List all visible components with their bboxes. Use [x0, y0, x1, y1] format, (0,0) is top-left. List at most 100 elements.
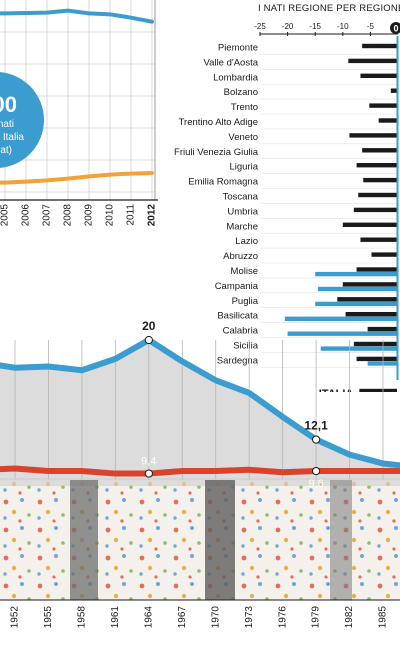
region-bar-black [360, 237, 397, 242]
annotation-marker [144, 335, 153, 345]
region-label: Campania [215, 281, 259, 292]
region-bar-black [362, 43, 397, 49]
region-bar-blue [315, 301, 397, 307]
region-label: Liguria [229, 162, 258, 173]
region-bar-black [362, 148, 397, 153]
region-label: Bolzano [224, 87, 258, 98]
year-tick-label: 1958 [77, 606, 88, 629]
zero-tick-marker [390, 22, 400, 34]
region-label: Lazio [235, 236, 258, 247]
italia-label: ITALIA [319, 388, 354, 392]
region-bar-black [360, 73, 397, 78]
region-bar-blue [320, 346, 397, 351]
badge-line-3: at) [0, 145, 12, 156]
year-tick-label: 1964 [143, 606, 154, 629]
region-bar-black [367, 326, 397, 332]
region-bar-blue [367, 361, 397, 366]
region-label: Trentino Alto Adige [179, 117, 258, 128]
region-label: Valle d'Aosta [204, 57, 259, 68]
badge-line-0: 00 [0, 92, 17, 117]
x-tick-label: 2010 [105, 204, 116, 227]
region-bar-black [356, 163, 397, 168]
year-tick-label: 1961 [110, 606, 121, 629]
badge-line-2: Italia [3, 132, 25, 143]
region-label: Calabria [223, 326, 259, 337]
region-bar-black [349, 133, 397, 138]
total-births-badge: 00 nati Italia at) [0, 72, 44, 168]
annotation-marker [144, 469, 153, 478]
region-label: Molise [231, 266, 258, 277]
regions-x-axis: -25 -20 -15 -10 -5 0 [254, 22, 400, 36]
death-rate-line [0, 465, 400, 477]
regions-rows: Piemonte Valle d'Aosta Lombardia Bolzano Tre… [174, 36, 399, 380]
x-tick-label: -10 [337, 22, 349, 31]
x-tick-label: -20 [282, 22, 294, 31]
region-label: Sardegna [217, 355, 259, 366]
year-tick-label: 1955 [43, 606, 54, 629]
series-line-1 [0, 171, 154, 185]
birth-rate-line [0, 337, 400, 469]
x-tick-label: -15 [309, 22, 321, 31]
x-tick-label: -25 [254, 22, 266, 31]
chart-series [0, 8, 154, 185]
regions-bar-chart: I NATI REGIONE PER REGIONE -25 -20 -15 -10-… [174, 3, 400, 392]
region-label: Umbria [227, 206, 258, 217]
year-tick-label: 1967 [177, 606, 188, 629]
region-label: Piemonte [218, 43, 258, 54]
region-bar-black [342, 282, 397, 287]
region-label: Sicilia [233, 341, 259, 352]
year-tick-label: 1985 [378, 606, 389, 629]
italia-total: ITALIA [319, 388, 397, 392]
badge-circle [0, 72, 44, 168]
region-bar-black [358, 192, 397, 198]
annotation-label: 20 [142, 319, 156, 333]
x-tick-label: 2009 [84, 204, 95, 227]
annotation-marker [311, 466, 321, 476]
series-line-0 [0, 8, 154, 24]
rate-series [0, 337, 400, 477]
x-tick-label: 2006 [21, 204, 32, 227]
x-axis-ticks: 2005 2006 2007 2008 2009 2010 2011 2012 [0, 204, 158, 227]
regions-chart-title: I NATI REGIONE PER REGIONE [258, 3, 400, 14]
x-tick-label: 2011 [126, 204, 137, 226]
year-tick-label: 1952 [10, 606, 21, 629]
year-tick-label: 1982 [344, 606, 355, 629]
x-tick-label: 2007 [42, 204, 53, 227]
region-bar-black [348, 58, 397, 64]
annotation-marker [311, 435, 321, 444]
region-label: Marche [226, 221, 258, 232]
x-tick-label: 0 [393, 24, 398, 34]
region-bar-black [337, 297, 397, 302]
region-bar-black [353, 207, 397, 213]
region-label: Trento [231, 102, 258, 113]
annotation-label: 9,6 [308, 478, 323, 490]
x-tick-label: 2012 [147, 204, 158, 227]
region-bar-black [356, 267, 397, 272]
badge-line-1: nati [0, 119, 14, 130]
region-bar-black [369, 103, 397, 108]
x-tick-label: 2005 [0, 204, 11, 227]
fabric-photo [0, 478, 400, 600]
region-label: Emilia Romagna [188, 177, 258, 188]
region-bar-black [353, 341, 397, 347]
rate-annotations: 20 12,1 9,4 9,6 [141, 319, 328, 490]
region-bar-black [363, 177, 397, 183]
region-bar-black [345, 312, 397, 317]
x-tick-label: -5 [367, 22, 375, 31]
region-bar-black [356, 356, 397, 362]
birth-death-rate-chart: 20 12,1 9,4 9,6 1952 1955 1958 1961 1964 1967 197… [0, 319, 400, 650]
region-bar-blue [317, 286, 397, 292]
region-bar-blue [287, 331, 397, 336]
annotation-label: 9,4 [141, 456, 156, 468]
year-tick-label: 1979 [311, 606, 322, 629]
region-bar-blue [315, 271, 397, 277]
region-label: Basilicata [217, 311, 258, 322]
region-bar-black [371, 252, 397, 257]
region-label: Friuli Venezia Giulia [174, 147, 259, 158]
x-tick-label: 2008 [63, 204, 74, 227]
region-bar-blue [284, 316, 397, 321]
region-label: Veneto [228, 132, 258, 143]
annotation-label: 12,1 [304, 419, 328, 433]
year-tick-label: 1973 [244, 606, 255, 629]
region-label: Lombardia [213, 72, 259, 83]
